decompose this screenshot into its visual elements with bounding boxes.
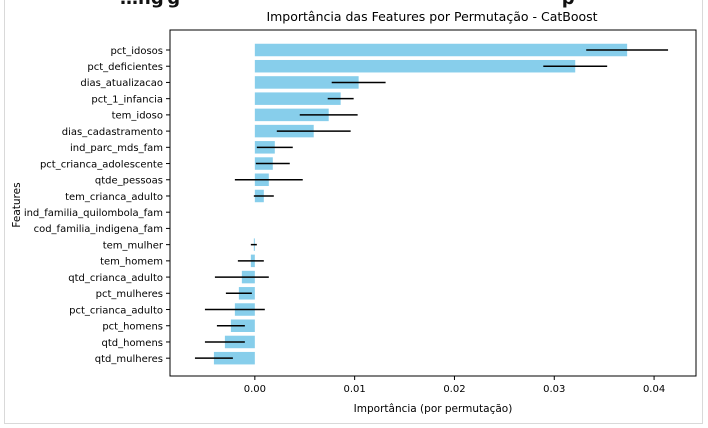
bar [254,76,359,89]
bar [254,92,341,105]
figure-frame [4,0,703,424]
y-tick-label: cod_familia_indigena_fam [34,224,163,235]
plot-area: pct_idosos pct_deficientes dias_atualizaca… [24,43,669,365]
plot-frame [169,29,697,377]
bar [254,108,329,122]
y-tick-label: tem_crianca_adulto [65,192,163,203]
y-tick-label: tem_homem [100,257,163,268]
y-tick-label: ind_familia_quilombola_fam [24,208,163,219]
bar [254,59,576,73]
y-tick-label: pct_homens [102,322,163,333]
y-tick-label: pct_mulheres [96,289,163,300]
bar [213,351,255,365]
y-tick-label: tem_idoso [112,111,163,122]
x-tick-label: 0.01 [344,384,366,395]
y-tick-label: qtd_homens [101,338,163,349]
x-tick-label: 0.04 [643,384,665,395]
y-tick-label: pct_crianca_adulto [69,305,163,316]
y-axis-label: Features [11,182,23,227]
y-tick-label: pct_idosos [110,46,163,57]
chart-title: Importância das Features por Permutação … [266,9,597,24]
y-tick-label: tem_mulher [103,240,164,251]
y-tick-label: dias_atualizacao [80,78,163,89]
y-tick-label: pct_deficientes [87,62,163,73]
x-axis-label: Importância (por permutação) [354,403,513,415]
x-tick-label: 0.03 [543,384,565,395]
y-tick-label: ind_parc_mds_fam [70,143,163,154]
clipped-heading-fragment: …ng g p [120,0,575,9]
bar [254,43,628,57]
y-tick-label: qtd_crianca_adulto [68,273,163,284]
y-tick-label: qtde_pessoas [95,176,163,187]
y-tick-label: qtd_mulheres [95,354,163,365]
x-tick-label: 0.02 [443,384,465,395]
y-tick-label: pct_crianca_adolescente [40,159,163,170]
y-tick-label: pct_1_infancia [91,94,163,105]
y-tick-label: dias_cadastramento [62,127,163,138]
x-tick-label: 0.00 [244,384,266,395]
